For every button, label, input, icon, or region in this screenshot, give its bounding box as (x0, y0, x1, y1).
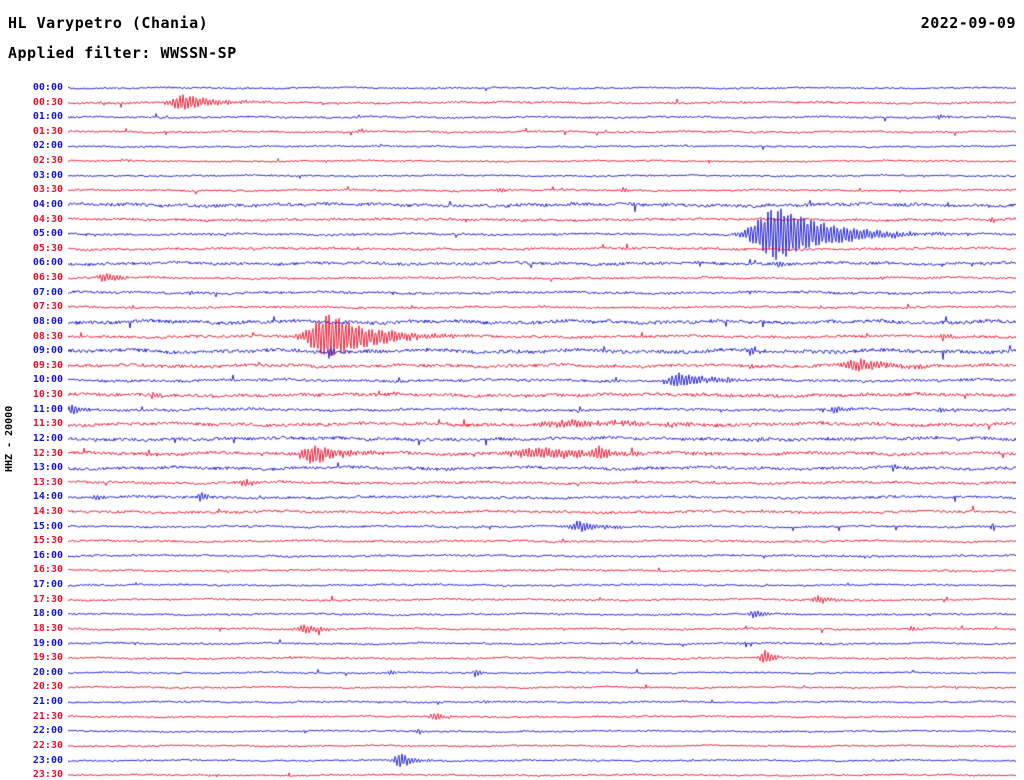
row-time-label: 14:30 (32, 505, 63, 517)
row-time-label: 00:00 (32, 82, 63, 93)
row-time-label: 19:00 (32, 637, 63, 649)
filter-label: Applied filter: WWSSN-SP (8, 44, 237, 62)
row-time-label: 19:30 (32, 652, 63, 664)
row-time-label: 14:00 (32, 491, 63, 503)
row-time-label: 21:30 (32, 710, 63, 722)
row-time-label: 15:00 (32, 520, 63, 532)
row-time-label: 21:00 (32, 696, 63, 708)
row-time-label: 05:00 (32, 228, 63, 240)
row-time-label: 10:30 (32, 389, 63, 401)
row-time-label: 07:00 (32, 286, 63, 298)
row-time-label: 13:00 (32, 462, 63, 474)
row-time-label: 20:00 (32, 666, 63, 678)
row-time-label: 16:00 (32, 549, 63, 561)
row-time-label: 04:30 (32, 213, 63, 225)
row-time-label: 06:30 (32, 272, 63, 284)
row-time-label: 01:30 (32, 125, 63, 137)
record-date: 2022-09-09 (920, 14, 1016, 32)
row-time-label: 08:30 (32, 330, 63, 342)
row-time-label: 06:00 (32, 257, 63, 269)
row-time-label: 16:30 (32, 564, 63, 576)
row-time-label: 11:30 (32, 418, 63, 430)
row-time-label: 10:00 (32, 374, 63, 386)
row-time-label: 13:30 (32, 476, 63, 488)
row-time-label: 22:30 (32, 739, 63, 751)
row-time-label: 15:30 (32, 535, 63, 547)
row-time-label: 01:00 (32, 111, 63, 123)
row-time-label: 23:30 (32, 769, 63, 780)
row-time-label: 18:00 (32, 608, 63, 620)
row-time-label: 07:30 (32, 301, 63, 313)
row-time-label: 18:30 (32, 622, 63, 634)
row-time-label: 02:30 (32, 155, 63, 167)
row-time-label: 12:30 (32, 447, 63, 459)
row-time-label: 03:00 (32, 169, 63, 181)
row-time-label: 00:30 (32, 96, 63, 108)
row-time-label: 02:00 (32, 140, 63, 152)
row-time-label: 04:00 (32, 198, 63, 210)
row-time-label: 08:00 (32, 315, 63, 327)
row-time-label: 22:00 (32, 725, 63, 737)
helicorder-traces-canvas (68, 80, 1016, 780)
row-time-label: 09:30 (32, 359, 63, 371)
row-time-label: 11:00 (32, 403, 63, 415)
row-time-label: 12:00 (32, 432, 63, 444)
row-time-label: 17:00 (32, 579, 63, 591)
row-time-label: 03:30 (32, 184, 63, 196)
row-time-label: 09:00 (32, 345, 63, 357)
row-time-label: 17:30 (32, 593, 63, 605)
row-time-label: 23:00 (32, 754, 63, 766)
station-title: HL Varypetro (Chania) (8, 14, 209, 32)
row-time-label: 05:30 (32, 242, 63, 254)
row-time-label: 20:30 (32, 681, 63, 693)
